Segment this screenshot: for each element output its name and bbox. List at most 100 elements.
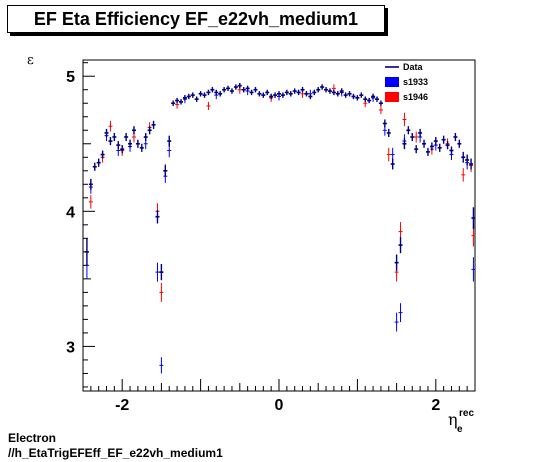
data-point	[241, 87, 246, 93]
data-point	[261, 92, 266, 98]
data-point	[327, 88, 332, 94]
data-point	[202, 92, 207, 98]
series-s1946	[88, 84, 476, 302]
data-point	[386, 147, 391, 162]
data-point	[88, 195, 93, 209]
data-point	[433, 137, 438, 146]
data-point	[363, 96, 368, 102]
x-axis-label-sub: e	[457, 424, 463, 435]
data-point	[265, 89, 270, 96]
data-point	[437, 143, 442, 152]
data-point	[406, 126, 411, 135]
data-point	[316, 87, 321, 93]
data-point	[320, 84, 325, 90]
data-point	[284, 89, 289, 96]
data-point	[304, 91, 309, 97]
data-point	[402, 138, 407, 150]
data-point	[453, 132, 458, 142]
data-point	[108, 137, 113, 146]
data-point	[402, 112, 407, 127]
data-point	[414, 145, 419, 154]
plot-frame	[82, 59, 476, 392]
data-point	[445, 141, 450, 150]
data-point	[226, 85, 231, 92]
data-point	[355, 95, 360, 101]
data-point	[159, 282, 164, 302]
series-Data	[84, 82, 476, 281]
data-point	[100, 150, 105, 159]
data-point	[190, 92, 195, 98]
x-tick-label: 0	[275, 397, 284, 414]
data-point	[222, 87, 227, 93]
x-tick-label: -2	[115, 397, 129, 414]
data-point	[465, 154, 470, 166]
data-point	[159, 357, 164, 374]
data-point	[233, 84, 238, 90]
data-point	[347, 91, 352, 97]
y-axis-label: ε	[27, 53, 34, 68]
data-point	[449, 146, 454, 155]
data-point	[159, 264, 164, 281]
data-point	[237, 82, 242, 89]
data-point	[461, 151, 466, 163]
data-point	[206, 89, 211, 96]
data-point	[375, 96, 379, 102]
data-point	[253, 87, 258, 93]
data-point	[422, 139, 427, 148]
data-point	[390, 158, 395, 170]
data-point	[425, 147, 430, 156]
data-point	[339, 88, 344, 94]
data-point	[88, 178, 93, 190]
data-point	[179, 99, 183, 105]
data-point	[351, 93, 356, 100]
data-point	[163, 165, 168, 177]
data-point	[469, 158, 474, 170]
data-point	[182, 95, 187, 101]
y-tick-label: 5	[66, 69, 75, 86]
data-point	[410, 132, 415, 142]
data-point	[206, 101, 211, 110]
data-point	[112, 132, 117, 142]
data-point	[378, 105, 383, 115]
data-point	[418, 128, 423, 138]
data-point	[461, 168, 466, 182]
data-point	[131, 126, 136, 135]
legend-label: s1946	[403, 92, 428, 102]
data-point	[139, 143, 144, 152]
data-point	[371, 93, 376, 100]
data-point	[269, 93, 274, 100]
data-point	[471, 207, 476, 229]
y-axis: 3 4 5	[66, 62, 95, 388]
data-point	[171, 100, 176, 106]
footer-label: Electron	[8, 431, 57, 445]
x-axis-label: η	[448, 410, 458, 429]
data-point	[331, 89, 336, 96]
data-point	[120, 145, 125, 154]
data-point	[257, 91, 262, 97]
data-point	[229, 88, 234, 94]
data-point	[288, 91, 293, 97]
data-point	[186, 93, 191, 100]
x-axis: -2 0 2	[82, 379, 476, 414]
data-point	[378, 100, 383, 106]
data-point	[382, 119, 387, 128]
legend-marker	[385, 92, 399, 102]
data-point	[135, 139, 140, 148]
data-point	[398, 236, 403, 254]
data-point	[214, 89, 219, 96]
data-point	[116, 141, 121, 150]
data-point	[457, 139, 462, 148]
data-point	[143, 132, 148, 142]
data-point	[245, 85, 250, 92]
data-point	[471, 257, 476, 282]
legend: Data s1933 s1946	[385, 62, 428, 102]
data-point	[292, 88, 297, 94]
data-point	[147, 126, 152, 135]
data-point	[198, 91, 203, 97]
data-point	[394, 312, 399, 332]
data-point	[84, 238, 89, 266]
data-point	[335, 91, 340, 97]
data-point	[155, 262, 160, 282]
data-point	[308, 93, 313, 100]
